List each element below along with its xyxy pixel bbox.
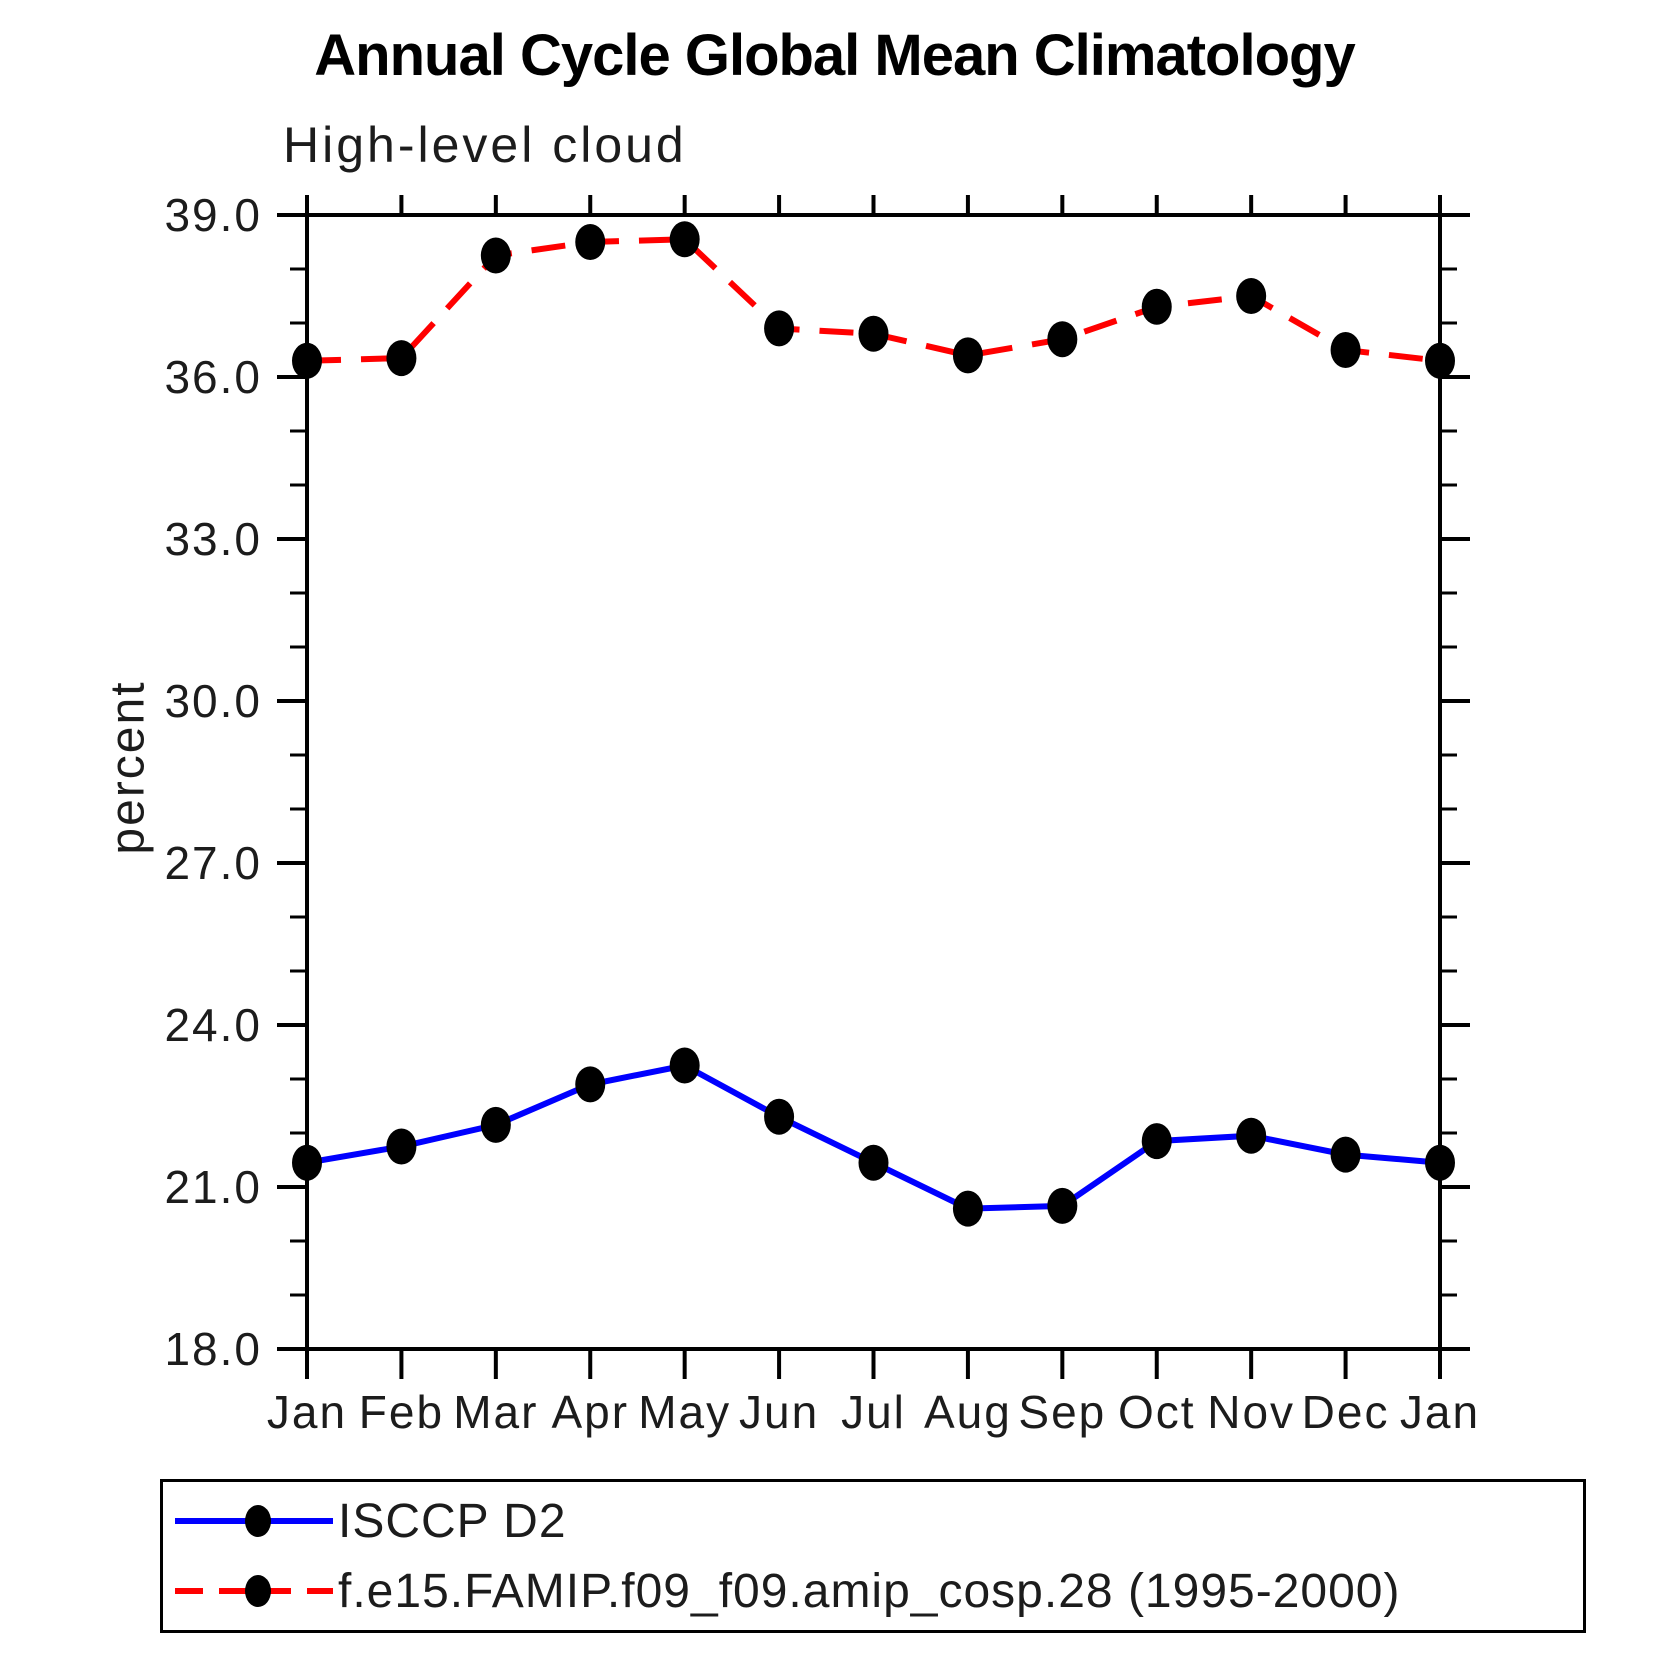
- legend: ISCCP D2 f.e15.FAMIP.f09_f09.amip_cosp.2…: [160, 1479, 1586, 1633]
- data-point-marker: [1141, 1123, 1172, 1160]
- y-tick-label: 24.0: [164, 999, 262, 1051]
- data-point-marker: [1047, 321, 1078, 358]
- legend-line-sample-solid: [175, 1505, 333, 1537]
- y-tick-label: 39.0: [164, 189, 262, 241]
- y-tick-label: 30.0: [164, 675, 262, 727]
- data-point-marker: [386, 1128, 417, 1165]
- data-point-marker: [764, 1098, 795, 1135]
- legend-item-model: f.e15.FAMIP.f09_f09.amip_cosp.28 (1995-2…: [163, 1556, 1583, 1626]
- x-tick-label: May: [638, 1386, 731, 1438]
- x-tick-label: Aug: [924, 1386, 1012, 1438]
- data-point-marker: [1330, 332, 1361, 368]
- data-point-marker: [1141, 288, 1172, 325]
- series-line-isccp-d2: [306, 1062, 1441, 1212]
- legend-point-marker-icon: [245, 1505, 271, 1537]
- data-point-marker: [386, 340, 417, 377]
- y-tick-label: 27.0: [164, 837, 262, 889]
- y-tick-label: 21.0: [164, 1161, 262, 1213]
- data-point-marker: [764, 310, 795, 347]
- x-tick-label: Nov: [1207, 1386, 1295, 1438]
- data-point-marker: [575, 1066, 606, 1103]
- data-point-marker: [952, 337, 983, 374]
- legend-point-marker-icon: [245, 1575, 271, 1607]
- data-point-marker: [575, 224, 606, 260]
- data-point-marker: [1047, 1187, 1078, 1224]
- data-point-marker: [480, 1106, 511, 1143]
- x-tick-label: Oct: [1118, 1386, 1196, 1438]
- data-point-marker: [669, 1047, 700, 1084]
- data-point-marker: [1236, 1117, 1267, 1154]
- data-point-marker: [858, 315, 889, 352]
- legend-label: f.e15.FAMIP.f09_f09.amip_cosp.28 (1995-2…: [338, 1564, 1401, 1618]
- data-point-marker: [1425, 1144, 1455, 1181]
- data-point-marker: [858, 1144, 889, 1181]
- legend-label: ISCCP D2: [338, 1494, 567, 1548]
- y-tick-label: 36.0: [164, 351, 262, 403]
- data-point-marker: [1425, 342, 1455, 379]
- x-tick-label: Jun: [739, 1386, 819, 1438]
- legend-item-isccp-d2: ISCCP D2: [163, 1486, 1583, 1556]
- y-tick-label: 18.0: [164, 1323, 262, 1375]
- data-point-marker: [1330, 1136, 1361, 1173]
- data-point-marker: [292, 342, 322, 379]
- x-tick-label: Apr: [551, 1386, 629, 1438]
- chart-subtitle: High-level cloud: [283, 117, 687, 173]
- x-tick-label: Sep: [1018, 1386, 1106, 1438]
- data-point-marker: [952, 1190, 983, 1227]
- data-point-marker: [669, 221, 700, 258]
- x-tick-label: Feb: [359, 1386, 444, 1438]
- chart-title: Annual Cycle Global Mean Climatology: [314, 23, 1355, 88]
- data-point-marker: [292, 1144, 322, 1181]
- y-tick-label: 33.0: [164, 513, 262, 565]
- legend-line-sample-dashed: [175, 1575, 333, 1607]
- x-tick-label: Jan: [1400, 1386, 1480, 1438]
- x-tick-label: Jul: [841, 1386, 906, 1438]
- x-tick-label: Dec: [1302, 1386, 1390, 1438]
- data-point-marker: [1236, 278, 1267, 314]
- data-point-marker: [480, 237, 511, 274]
- x-tick-label: Mar: [453, 1386, 538, 1438]
- x-tick-label: Jan: [267, 1386, 347, 1438]
